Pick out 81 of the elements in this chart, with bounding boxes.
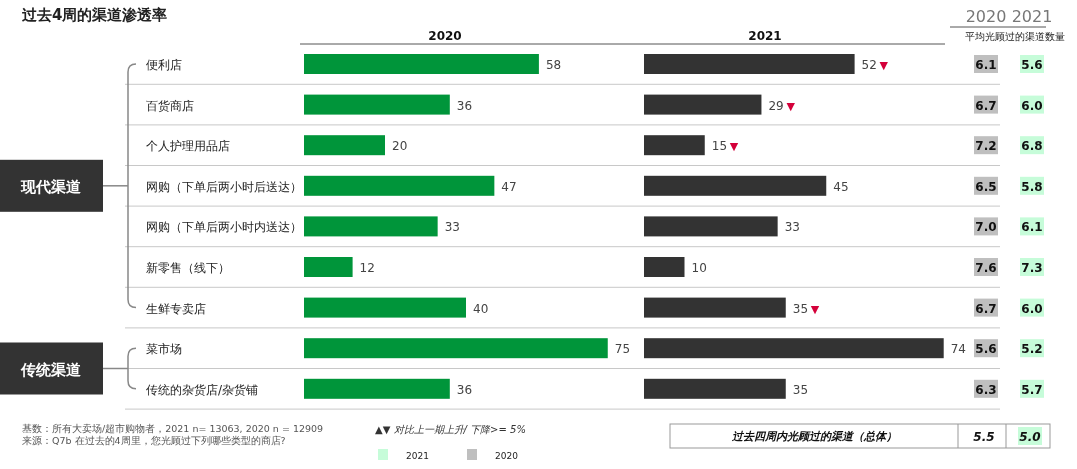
bar — [304, 338, 608, 359]
chart-subtitle: 平均光顾过的渠道数量 — [965, 31, 1065, 42]
y-tick-label: 传统的杂货店/杂货铺 — [146, 382, 259, 397]
bar — [644, 378, 786, 399]
data-label: 5.5 — [973, 430, 995, 444]
text: 基数：所有大卖场/超市购物者，2021 n= 13063, 2020 n = 12909 — [22, 423, 324, 434]
data-label: 47 — [501, 179, 517, 194]
bar — [304, 297, 466, 318]
y-tick-label: 个人护理用品店 — [146, 139, 230, 154]
text: ▲▼ 对比上一期上升/ 下降>= 5% — [375, 424, 526, 435]
bar — [644, 257, 685, 277]
data-label: 45 — [833, 179, 849, 194]
data-label: 6.0 — [1021, 301, 1043, 316]
annotation: ▼ — [786, 99, 796, 113]
text: 现代渠道 — [20, 177, 82, 196]
text: 传统渠道 — [20, 360, 82, 379]
bar — [304, 54, 539, 74]
annotation: ▼ — [810, 302, 820, 316]
data-label: 29 — [768, 98, 784, 113]
data-label: 6.7 — [975, 301, 997, 316]
annotation: ▼ — [729, 140, 739, 154]
chart-subtitle: 2020 — [428, 29, 462, 43]
data-label: 6.1 — [975, 58, 997, 72]
data-label: 6.5 — [975, 179, 997, 194]
y-tick-label: 百货商店 — [146, 98, 194, 113]
data-label: 7.2 — [975, 139, 997, 154]
data-label: 33 — [784, 220, 800, 235]
bar — [304, 175, 495, 196]
y-tick-label: 菜市场 — [146, 342, 182, 357]
data-label: 5.6 — [1021, 58, 1043, 72]
data-label: 6.0 — [1021, 98, 1043, 113]
bar — [644, 297, 786, 318]
chart-subtitle: 2021 — [748, 29, 782, 43]
data-label: 52 — [861, 58, 877, 72]
data-label: 36 — [456, 98, 473, 113]
y-tick-label: 过去四周内光顾过的渠道（总体） — [730, 430, 897, 443]
data-label: 58 — [545, 58, 562, 72]
bar — [304, 257, 353, 277]
y-tick-label: 便利店 — [146, 58, 182, 72]
bar — [644, 175, 827, 196]
data-label: 20 — [392, 139, 408, 154]
data-label: 35 — [792, 382, 809, 397]
bar — [644, 338, 944, 359]
data-label: 5.6 — [975, 342, 997, 357]
y-tick-label: 生鲜专卖店 — [146, 301, 206, 316]
data-label: 33 — [444, 220, 460, 235]
data-label: 10 — [691, 261, 707, 275]
data-label: 36 — [456, 382, 473, 397]
data-label: 5.0 — [1019, 430, 1041, 444]
y-tick-label: 网购（下单后两小时内送达） — [146, 220, 302, 235]
data-label: 15 — [711, 139, 728, 154]
bar — [304, 216, 438, 237]
data-label: 7.0 — [975, 220, 997, 235]
data-label: 40 — [473, 301, 489, 316]
bar — [644, 94, 762, 115]
data-label: 35 — [792, 301, 809, 316]
text: 2020 — [495, 451, 518, 461]
data-label: 12 — [359, 261, 375, 275]
data-label: 6.3 — [975, 382, 997, 397]
data-label: 5.2 — [1021, 342, 1043, 357]
data-label: 7.3 — [1021, 261, 1043, 275]
text: 过去4周的渠道渗透率 — [21, 6, 168, 24]
bar — [304, 94, 450, 115]
bar — [644, 216, 778, 237]
data-label: 74 — [950, 342, 966, 357]
data-label: 6.1 — [1021, 220, 1043, 235]
data-label: 75 — [614, 342, 631, 357]
data-label: 5.7 — [1021, 382, 1043, 397]
annotation: ▼ — [879, 59, 889, 72]
source-note: 来源：Q7b 在过去的4周里，您光顾过下列哪些类型的商店? — [22, 435, 286, 446]
y-tick-label: 新零售（线下） — [146, 261, 230, 275]
bar — [304, 378, 450, 399]
y-tick-label: 网购（下单后两小时后送达） — [146, 179, 302, 194]
data-label: 6.8 — [1021, 139, 1043, 154]
data-label: 7.6 — [975, 261, 997, 275]
data-label: 5.8 — [1021, 179, 1043, 194]
text: 2021 — [406, 451, 429, 461]
data-label: 6.7 — [975, 98, 997, 113]
bar — [644, 135, 705, 156]
bar — [304, 135, 385, 156]
bar — [644, 54, 855, 74]
